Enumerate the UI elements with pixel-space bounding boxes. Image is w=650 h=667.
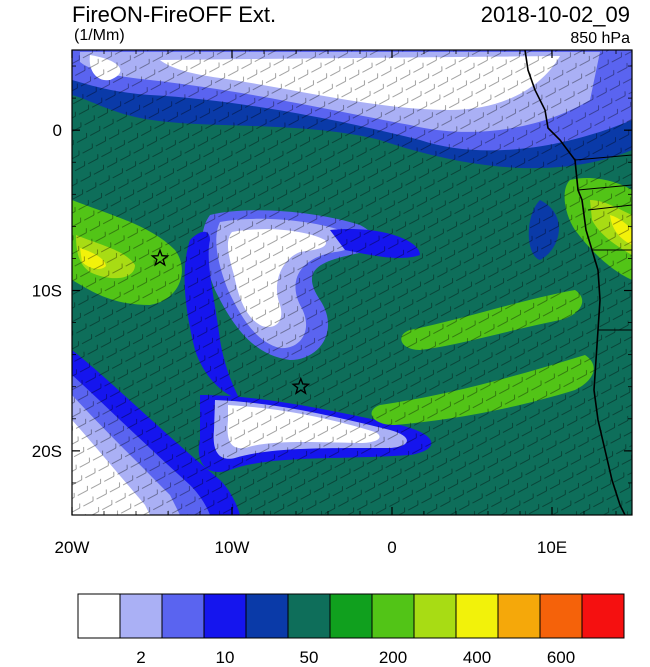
station-markers [150,248,311,395]
colorbar-swatch [77,593,121,639]
colorbar-swatch [119,593,163,639]
y-tick-label: 0 [53,121,62,140]
x-tick-label: 10E [537,538,567,557]
colorbar-swatch [413,593,457,639]
plot-title: FireON-FireOFF Ext. [72,2,277,27]
wind-barbs-overlay [72,50,632,515]
colorbar-swatch [203,593,247,639]
axis-ticks: 20W 10W 0 10E 0 10S 20S [32,50,632,557]
colorbar-swatch [161,593,205,639]
colorbar-swatch [371,593,415,639]
colorbar-label: 600 [547,648,575,667]
map-frame [71,49,633,516]
colorbar-swatch [329,593,373,639]
star-marker-icon [150,248,170,267]
map-field [72,50,632,515]
colorbar-swatch [245,593,289,639]
colorbar-label: 400 [463,648,491,667]
units-label: (1/Mm) [74,27,125,44]
country-borders [574,154,632,331]
colorbar-swatch [287,593,331,639]
colorbar-label: 200 [379,648,407,667]
colorbar-label: 10 [216,648,235,667]
star-marker-icon [291,376,311,395]
colorbar-swatch [455,593,499,639]
x-tick-label: 0 [387,538,396,557]
y-tick-label: 20S [32,442,62,461]
plot-datetime: 2018-10-02_09 [480,2,630,27]
colorbar-label: 2 [136,648,145,667]
pressure-level-label: 850 hPa [570,30,630,47]
colorbar-swatch [539,593,583,639]
colorbar-swatch [581,593,625,639]
x-tick-label: 10W [215,538,250,557]
colorbar: 2 10 50 200 400 600 [77,593,625,667]
y-tick-label: 10S [32,282,62,301]
colorbar-label: 50 [300,648,319,667]
x-tick-label: 20W [55,538,90,557]
colorbar-swatch [497,593,541,639]
